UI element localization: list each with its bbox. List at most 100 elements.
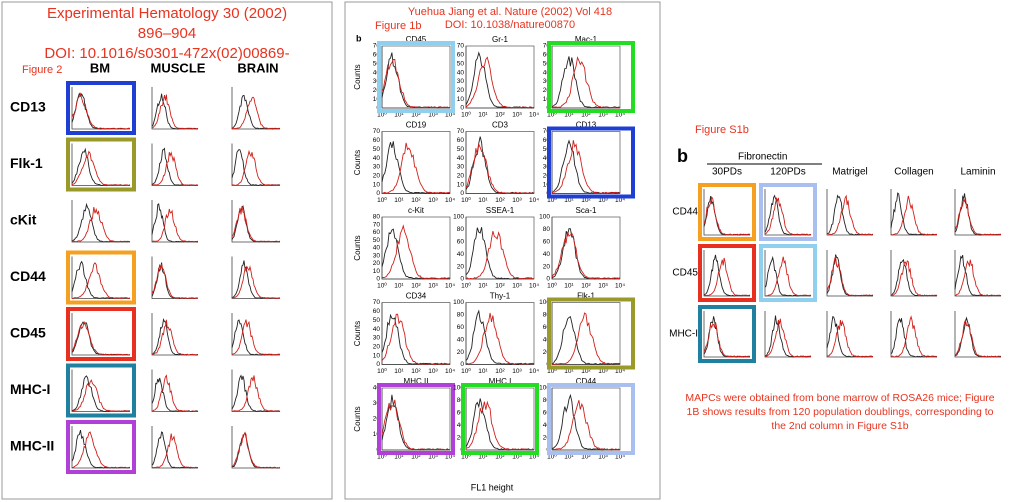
x-tick-label: 10¹ (564, 283, 574, 290)
x-tick-label: 10³ (512, 112, 522, 119)
x-tick-label: 10¹ (394, 368, 404, 375)
histogram-curve (381, 394, 451, 451)
y-tick-label: 20 (373, 173, 381, 180)
histogram-curve (703, 196, 751, 236)
y-tick-label: 10 (543, 181, 551, 188)
plot-label: Mac-1 (575, 35, 598, 44)
y-tick-label: 60 (373, 308, 381, 315)
x-tick-label: 10⁰ (461, 111, 471, 119)
x-tick-label: 10⁰ (461, 367, 471, 375)
y-tick-label: 30 (373, 164, 381, 171)
highlight-box (547, 41, 635, 113)
y-tick-label: 70 (373, 43, 381, 50)
histogram-curve (151, 319, 199, 356)
x-tick-label: 10² (581, 283, 591, 290)
x-tick-label: 10⁴ (445, 197, 455, 204)
histogram-curve (465, 227, 535, 280)
y-tick-label: 30 (457, 78, 465, 85)
x-tick-label: 10² (495, 283, 505, 290)
header-line: DOI: 10.1038/nature00870 (445, 19, 575, 31)
plot-axes (465, 46, 534, 109)
histogram-curve (551, 228, 621, 280)
x-tick-label: 10¹ (394, 112, 404, 119)
y-tick-label: 40 (543, 251, 551, 258)
y-tick-label: 60 (543, 239, 551, 246)
x-tick-label: 10⁰ (547, 367, 557, 375)
plot-axes (890, 311, 937, 358)
histogram-curve (826, 316, 874, 358)
x-tick-label: 10⁴ (529, 283, 539, 290)
plot-axes (703, 189, 750, 236)
panel-letter: b (677, 146, 688, 166)
highlight-box (66, 250, 136, 305)
highlight-box (377, 383, 455, 455)
plot-label: CD19 (406, 121, 427, 130)
histogram-curve (703, 322, 751, 358)
x-tick-label: 10⁰ (461, 196, 471, 204)
histogram-curve (71, 150, 131, 186)
x-tick-label: 10¹ (564, 112, 574, 119)
plot-axes (231, 369, 280, 412)
histogram-curve (231, 206, 281, 243)
y-tick-label: 40 (457, 336, 465, 343)
x-tick-label: 10² (411, 454, 421, 461)
highlight-box (66, 81, 136, 135)
highlight-box (547, 126, 635, 199)
x-tick-label: 10² (495, 112, 505, 119)
x-tick-label: 10⁴ (615, 197, 625, 204)
plot-axes (71, 200, 130, 243)
x-tick-label: 10² (495, 368, 505, 375)
y-tick-label: 60 (543, 52, 551, 59)
y-tick-label: 80 (373, 214, 381, 221)
x-tick-label: 10¹ (564, 454, 574, 461)
y-tick-label: 60 (543, 410, 551, 417)
y-tick-label: 40 (457, 155, 465, 162)
y-tick-label: 60 (373, 52, 381, 59)
y-tick-label: 80 (457, 312, 465, 319)
histogram-curve (381, 141, 451, 194)
highlight-box (461, 383, 539, 455)
x-tick-label: 10⁰ (377, 367, 387, 375)
plot-axes (231, 87, 280, 130)
plot-axes (551, 131, 620, 194)
histogram-curve (232, 375, 281, 412)
y-tick-label: 70 (373, 128, 381, 135)
x-tick-label: 10⁴ (615, 454, 625, 461)
y-tick-label: 40 (373, 385, 381, 392)
y-tick-label: 0 (376, 190, 380, 197)
column-header: 30PDs (712, 167, 742, 178)
histogram-curve (703, 316, 751, 358)
histogram-curve (231, 149, 281, 187)
y-tick-label: 30 (373, 252, 381, 259)
y-tick-label: 100 (453, 214, 464, 221)
plot-frame (465, 131, 535, 194)
plot-axes (764, 189, 811, 236)
y-axis-label: Counts (353, 64, 362, 89)
histogram-curve (551, 316, 621, 365)
y-tick-label: 40 (373, 326, 381, 333)
y-tick-label: 60 (457, 410, 465, 417)
plot-frame (551, 387, 621, 451)
plot-label: CD34 (406, 292, 427, 301)
note-line: 1B shows results from 120 population dou… (686, 406, 993, 418)
y-tick-label: 60 (373, 137, 381, 144)
y-tick-label: 40 (457, 422, 465, 429)
x-tick-label: 10³ (428, 112, 438, 119)
histogram-curve (71, 147, 131, 186)
row-label: CD13 (10, 99, 46, 115)
histogram-curve (890, 315, 938, 358)
y-tick-label: 0 (546, 276, 550, 283)
y-tick-label: 20 (373, 87, 381, 94)
plot-axes (551, 388, 620, 451)
note-line: the 2nd column in Figure S1b (771, 420, 908, 432)
plot-axes (954, 311, 1001, 358)
column-header: BRAIN (237, 60, 278, 75)
plot-axes (890, 189, 937, 236)
histogram-curve (71, 320, 131, 356)
y-tick-label: 50 (373, 317, 381, 324)
x-tick-label: 10² (411, 197, 421, 204)
x-tick-label: 10⁴ (445, 454, 455, 461)
y-tick-label: 10 (373, 268, 381, 275)
y-tick-label: 40 (373, 155, 381, 162)
y-tick-label: 30 (373, 400, 381, 407)
